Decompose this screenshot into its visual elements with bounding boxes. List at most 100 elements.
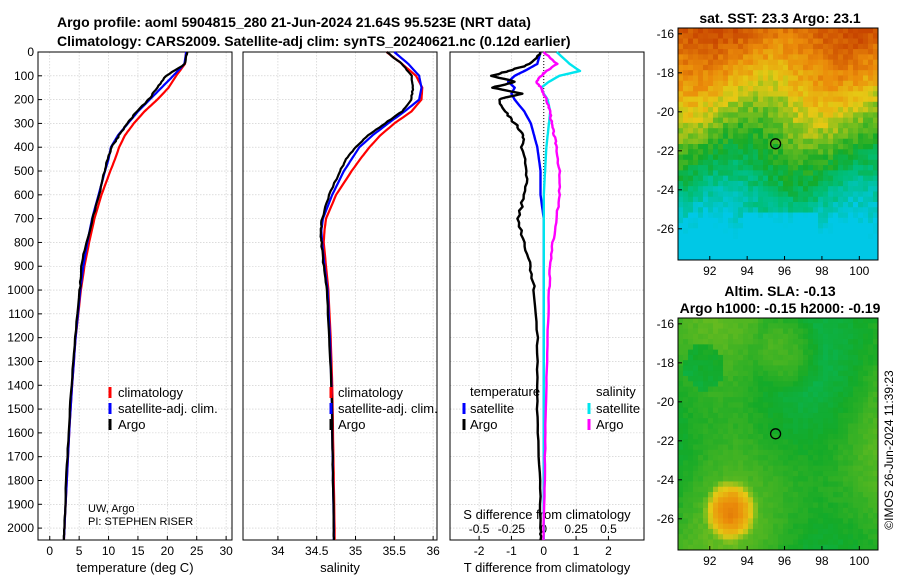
x-tick-label: 2 xyxy=(605,544,612,558)
x-axis-label: temperature (deg C) xyxy=(76,560,193,575)
x-tick-label: 5 xyxy=(76,544,83,558)
credit-text: UW, Argo xyxy=(88,503,134,515)
map-y-tick-label: -18 xyxy=(657,66,675,80)
series-line-argo xyxy=(62,51,189,540)
temperature-legend: climatology satellite-adj. clim. Argo xyxy=(108,385,218,432)
x-tick-label: 15 xyxy=(131,544,145,558)
legend-satellite-label-2: satellite-adj. clim. xyxy=(338,401,438,416)
map-x-tick-label: 96 xyxy=(778,554,792,568)
map-x-tick-label: 100 xyxy=(849,554,869,568)
sla-map-title: Altim. SLA: -0.13 xyxy=(724,283,835,299)
x-tick-label: 1 xyxy=(573,544,580,558)
x-axis-label: T difference from climatology xyxy=(464,560,631,575)
map-y-tick-label: -20 xyxy=(657,395,675,409)
y-tick-label: 300 xyxy=(14,116,34,130)
map-y-tick-label: -22 xyxy=(657,434,675,448)
y-tick-label: 400 xyxy=(14,140,34,154)
legend-diff-argo-s-label: Argo xyxy=(596,417,623,432)
series-line-argo-t xyxy=(490,51,543,541)
map-y-tick-label: -22 xyxy=(657,144,675,158)
map-frame xyxy=(677,317,879,551)
top-x-tick-label: -0.25 xyxy=(498,522,526,536)
y-tick-label: 900 xyxy=(14,259,34,273)
map-x-tick-label: 100 xyxy=(849,264,869,278)
series-line-argo-s xyxy=(535,51,562,541)
map-cells xyxy=(678,28,879,261)
sst-map-title: sat. SST: 23.3 Argo: 23.1 xyxy=(699,10,861,26)
legend-diff-sat-s-label: satellite xyxy=(596,401,640,416)
imos-stamp: ©IMOS 26-Jun-2024 11:39:23 xyxy=(882,370,896,530)
x-tick-label: 0 xyxy=(540,544,547,558)
y-tick-label: 1600 xyxy=(7,426,34,440)
legend-diff-sat-t-label: satellite xyxy=(470,401,514,416)
top-x-tick-label: 0.25 xyxy=(564,522,588,536)
series-line-satellite xyxy=(320,51,423,540)
difference-panel: -2 -1 0 1 2 T difference from climatology -0.5… xyxy=(449,51,645,575)
legend-climatology-label: climatology xyxy=(118,385,184,400)
salinity-panel: 34 34.5 35 35.5 36 salinity xyxy=(242,51,440,575)
title-line-2: Climatology: CARS2009. Satellite-adj cli… xyxy=(57,33,571,49)
map-y-tick-label: -26 xyxy=(657,512,675,526)
y-tick-label: 1300 xyxy=(7,354,34,368)
map-y-tick-label: -16 xyxy=(657,27,675,41)
y-tick-label: 1400 xyxy=(7,378,34,392)
float-position-marker xyxy=(769,428,782,440)
x-tick-label: 34 xyxy=(271,544,285,558)
x-tick-label: 0 xyxy=(46,544,53,558)
y-tick-label: 1800 xyxy=(7,473,34,487)
y-tick-label: 2000 xyxy=(7,521,34,535)
map-x-tick-label: 96 xyxy=(778,264,792,278)
axes-frame xyxy=(242,51,438,541)
y-tick-label: 500 xyxy=(14,164,34,178)
x-tick-label: 35.5 xyxy=(383,544,407,558)
sla-map-panel: 92 94 96 98 100 -16 -18 -20 -22 -24 -26 xyxy=(657,317,879,568)
legend-diff-argo-t-label: Argo xyxy=(470,417,497,432)
y-tick-label: 200 xyxy=(14,93,34,107)
temperature-panel: 0100200300400500600700800900100011001200… xyxy=(7,45,233,575)
series-line-climatology xyxy=(322,51,424,540)
x-tick-label: -1 xyxy=(506,544,517,558)
top-x-axis-label: S difference from climatology xyxy=(463,507,631,522)
map-y-tick-label: -24 xyxy=(657,473,675,487)
y-tick-label: 1100 xyxy=(8,307,34,321)
legend-argo-label: Argo xyxy=(118,417,145,432)
y-tick-label: 1700 xyxy=(7,450,34,464)
legend-argo-label-2: Argo xyxy=(338,417,365,432)
top-x-tick-label: -0.5 xyxy=(469,522,490,536)
difference-legend: temperature salinity satellite Argo sate… xyxy=(462,384,640,432)
x-tick-label: 34.5 xyxy=(305,544,329,558)
y-tick-label: 600 xyxy=(14,188,34,202)
map-cells xyxy=(678,318,879,551)
map-x-tick-label: 98 xyxy=(815,264,829,278)
top-x-tick-label: 0.5 xyxy=(600,522,617,536)
x-tick-label: 36 xyxy=(426,544,440,558)
y-tick-label: 800 xyxy=(14,235,34,249)
pi-text: PI: STEPHEN RISER xyxy=(88,516,193,528)
series-line-argo xyxy=(319,51,415,541)
map-y-tick-label: -16 xyxy=(657,317,675,331)
y-tick-label: 1500 xyxy=(7,402,34,416)
legend-diff-temperature: temperature xyxy=(470,384,540,399)
legend-diff-salinity: salinity xyxy=(596,384,636,399)
y-tick-label: 0 xyxy=(27,45,34,59)
y-tick-label: 700 xyxy=(14,212,34,226)
y-tick-label: 1900 xyxy=(7,497,34,511)
x-tick-label: 30 xyxy=(219,544,233,558)
map-x-tick-label: 98 xyxy=(815,554,829,568)
legend-climatology-label-2: climatology xyxy=(338,385,404,400)
x-tick-label: 35 xyxy=(349,544,363,558)
axes-frame xyxy=(37,51,233,541)
map-frame xyxy=(677,27,879,261)
x-tick-label: 25 xyxy=(190,544,204,558)
salinity-legend: climatology satellite-adj. clim. Argo xyxy=(329,385,438,432)
map-y-tick-label: -20 xyxy=(657,105,675,119)
x-tick-label: -2 xyxy=(474,544,485,558)
map-x-tick-label: 92 xyxy=(703,554,717,568)
map-y-tick-label: -24 xyxy=(657,183,675,197)
x-tick-label: 10 xyxy=(102,544,116,558)
series-line-satellite-s xyxy=(540,51,582,540)
title-line-1: Argo profile: aoml 5904815_280 21-Jun-20… xyxy=(57,14,531,30)
legend-satellite-label: satellite-adj. clim. xyxy=(118,401,218,416)
y-tick-label: 1000 xyxy=(7,283,34,297)
